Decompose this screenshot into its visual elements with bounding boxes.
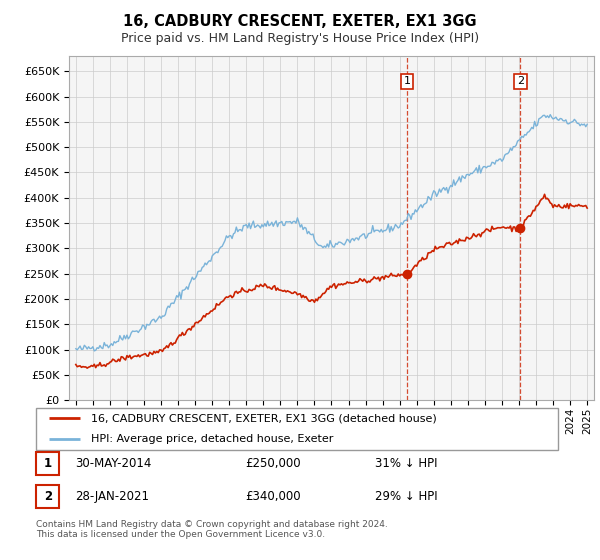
Text: 16, CADBURY CRESCENT, EXETER, EX1 3GG: 16, CADBURY CRESCENT, EXETER, EX1 3GG (123, 14, 477, 29)
Text: HPI: Average price, detached house, Exeter: HPI: Average price, detached house, Exet… (91, 434, 333, 444)
Text: 1: 1 (44, 457, 52, 470)
Text: 1: 1 (403, 76, 410, 86)
Text: 2: 2 (517, 76, 524, 86)
Bar (36, 485, 59, 508)
Text: £340,000: £340,000 (245, 490, 301, 503)
Bar (36, 451, 59, 475)
Text: 28-JAN-2021: 28-JAN-2021 (75, 490, 149, 503)
Text: 31% ↓ HPI: 31% ↓ HPI (376, 457, 438, 470)
Text: £250,000: £250,000 (245, 457, 301, 470)
Text: 2: 2 (44, 490, 52, 503)
Text: 16, CADBURY CRESCENT, EXETER, EX1 3GG (detached house): 16, CADBURY CRESCENT, EXETER, EX1 3GG (d… (91, 413, 437, 423)
Text: 30-MAY-2014: 30-MAY-2014 (75, 457, 152, 470)
Text: Contains HM Land Registry data © Crown copyright and database right 2024.
This d: Contains HM Land Registry data © Crown c… (36, 520, 388, 539)
Text: Price paid vs. HM Land Registry's House Price Index (HPI): Price paid vs. HM Land Registry's House … (121, 32, 479, 45)
Text: 29% ↓ HPI: 29% ↓ HPI (376, 490, 438, 503)
